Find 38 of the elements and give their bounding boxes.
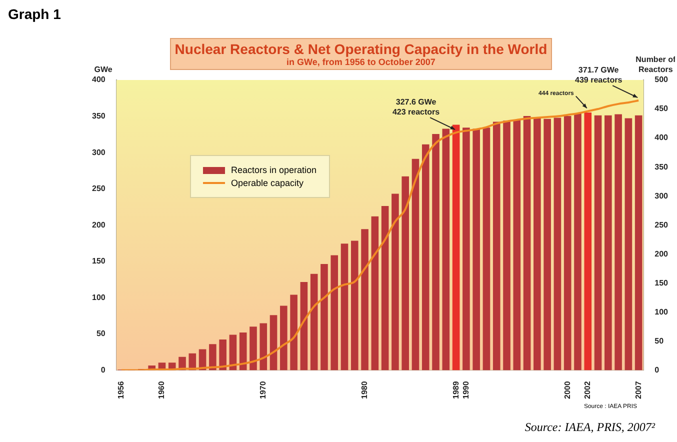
y2-tick-label: 350: [654, 162, 669, 172]
y-tick-label: 300: [92, 148, 106, 157]
y-tick-label: 350: [92, 111, 106, 120]
y-tick-label: 50: [96, 329, 106, 338]
annotation: 327.6 GWe 423 reactors: [392, 98, 440, 117]
caption: Graph 1: [8, 6, 61, 22]
y-tick-label: 250: [92, 184, 106, 194]
chart-title: Nuclear Reactors & Net Operating Capacity in the World: [174, 41, 548, 57]
y-tick-label: 150: [92, 256, 106, 266]
x-tick-label: 2000: [562, 380, 572, 399]
y2-tick-label: 50: [654, 336, 664, 346]
x-tick-label: 1960: [157, 380, 166, 399]
y-tick-label: 0: [100, 365, 106, 374]
x-tick-label: 2007: [634, 380, 643, 399]
y2-tick-label: 100: [654, 307, 669, 316]
y2-tick-label: 150: [654, 278, 669, 288]
x-tick-label: 2002: [583, 380, 592, 399]
y2-tick-label: 500: [654, 75, 669, 84]
x-tick-label: 1990: [461, 380, 470, 399]
x-tick-label: 1989: [451, 380, 460, 399]
y2-tick-label: 400: [654, 133, 669, 142]
y2-tick-label: 250: [654, 220, 669, 230]
legend-label: Operable capacity: [231, 178, 304, 188]
y-tick-label: 400: [92, 75, 106, 84]
x-tick-label: 1956: [116, 380, 126, 399]
y-tick-label: 200: [92, 220, 106, 230]
y-axis-title: GWe: [94, 65, 113, 74]
source-note: Source: IAEA, PRIS, 2007²: [524, 420, 655, 435]
y2-tick-label: 450: [654, 104, 669, 114]
annotation: 371.7 GWe 439 reactors: [575, 66, 623, 85]
chart-subtitle: in GWe, from 1956 to October 2007: [286, 57, 436, 67]
legend-label: Reactors in operation: [231, 165, 317, 175]
y2-tick-label: 300: [654, 191, 669, 200]
x-tick-label: 1970: [258, 380, 268, 399]
y2-tick-label: 200: [654, 249, 669, 258]
x-tick-label: 1980: [360, 380, 369, 399]
y2-tick-label: 0: [654, 365, 660, 374]
y-tick-label: 100: [92, 292, 106, 302]
